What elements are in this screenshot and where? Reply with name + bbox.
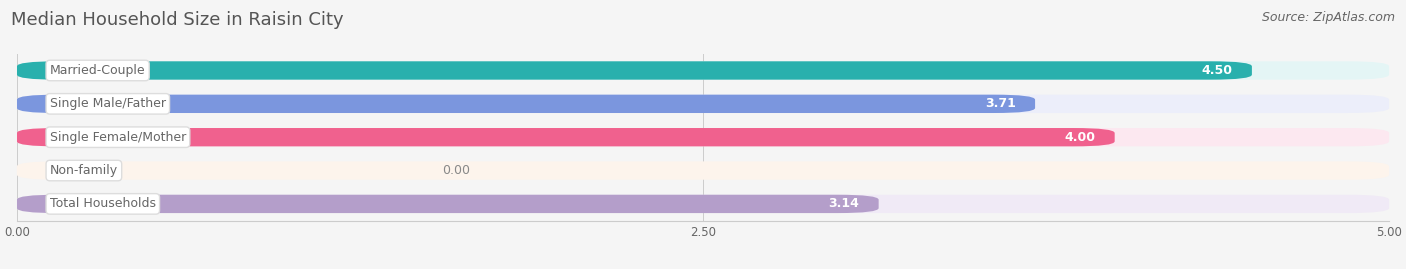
FancyBboxPatch shape [17,61,1251,80]
FancyBboxPatch shape [17,95,1035,113]
Text: Source: ZipAtlas.com: Source: ZipAtlas.com [1261,11,1395,24]
FancyBboxPatch shape [17,128,1115,146]
FancyBboxPatch shape [17,128,1389,146]
Text: Median Household Size in Raisin City: Median Household Size in Raisin City [11,11,344,29]
FancyBboxPatch shape [17,95,1389,113]
Text: 0.00: 0.00 [443,164,470,177]
FancyBboxPatch shape [17,61,1389,80]
Text: 4.50: 4.50 [1202,64,1233,77]
Text: Single Male/Father: Single Male/Father [49,97,166,110]
Text: 4.00: 4.00 [1064,131,1095,144]
Text: Total Households: Total Households [49,197,156,210]
FancyBboxPatch shape [17,195,1389,213]
Text: Single Female/Mother: Single Female/Mother [49,131,186,144]
Text: Non-family: Non-family [49,164,118,177]
Text: 3.14: 3.14 [828,197,859,210]
FancyBboxPatch shape [17,195,879,213]
FancyBboxPatch shape [17,161,1389,180]
Text: 3.71: 3.71 [986,97,1017,110]
Text: Married-Couple: Married-Couple [49,64,145,77]
